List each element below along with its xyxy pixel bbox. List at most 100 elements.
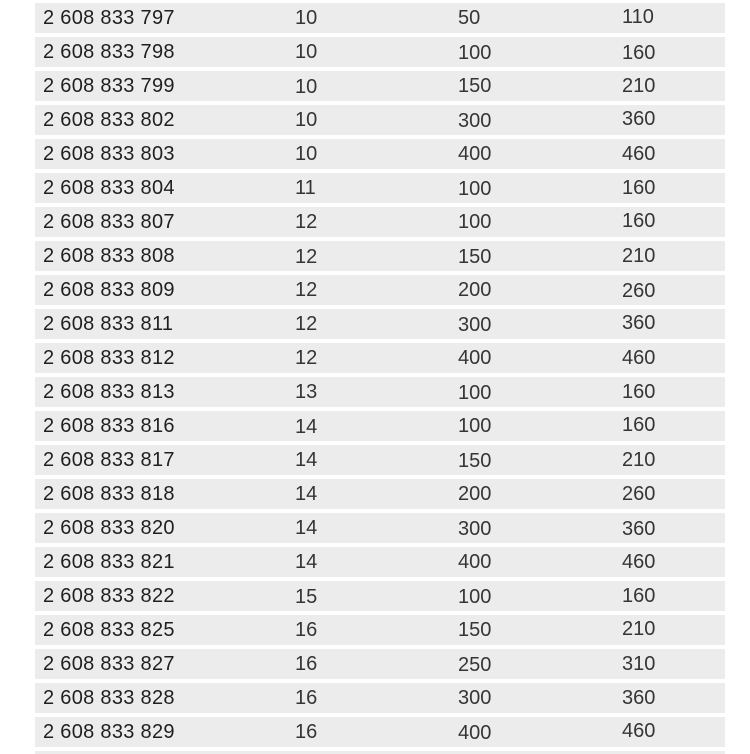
part-number-cell: 2 608 833 827	[43, 652, 175, 675]
value-cell: 300	[458, 517, 492, 540]
part-number-cell: 2 608 833 817	[43, 448, 175, 471]
part-number-cell: 2 608 833 798	[43, 40, 175, 63]
value-cell: 10	[295, 75, 318, 98]
part-number-cell: 2 608 833 820	[43, 516, 175, 539]
value-cell: 160	[622, 413, 656, 436]
value-cell: 460	[622, 719, 656, 742]
value-cell: 14	[295, 415, 318, 438]
value-cell: 200	[458, 278, 492, 301]
part-number-cell: 2 608 833 808	[43, 244, 175, 267]
value-cell: 10	[295, 108, 318, 131]
value-cell: 360	[622, 311, 656, 334]
value-cell: 100	[458, 585, 492, 608]
table-row: 2 608 833 821 14 400 460	[35, 547, 725, 577]
part-number-cell: 2 608 833 804	[43, 176, 175, 199]
table-row: 2 608 833 829 16 400 460	[35, 717, 725, 747]
value-cell: 16	[295, 618, 318, 641]
value-cell: 400	[458, 721, 492, 744]
part-number-cell: 2 608 833 802	[43, 108, 175, 131]
value-cell: 200	[458, 482, 492, 505]
table-row: 2 608 833 822 15 100 160	[35, 581, 725, 611]
table-row: 2 608 833 799 10 150 210	[35, 71, 725, 101]
value-cell: 15	[295, 585, 318, 608]
table-row: 2 608 833 802 10 300 360	[35, 105, 725, 135]
part-number-cell: 2 608 833 828	[43, 686, 175, 709]
value-cell: 150	[458, 74, 492, 97]
value-cell: 300	[458, 313, 492, 336]
part-number-cell: 2 608 833 822	[43, 584, 175, 607]
table-row: 2 608 833 818 14 200 260	[35, 479, 725, 509]
value-cell: 210	[622, 617, 656, 640]
table-row: 2 608 833 828 16 300 360	[35, 683, 725, 713]
value-cell: 360	[622, 517, 656, 540]
value-cell: 210	[622, 448, 656, 471]
value-cell: 300	[458, 686, 492, 709]
value-cell: 100	[458, 381, 492, 404]
table-row: 2 608 833 809 12 200 260	[35, 275, 725, 305]
value-cell: 12	[295, 210, 318, 233]
value-cell: 16	[295, 686, 318, 709]
value-cell: 12	[295, 312, 318, 335]
value-cell: 100	[458, 41, 492, 64]
value-cell: 400	[458, 142, 492, 165]
value-cell: 210	[622, 74, 656, 97]
value-cell: 400	[458, 346, 492, 369]
value-cell: 160	[622, 584, 656, 607]
part-number-cell: 2 608 833 829	[43, 720, 175, 743]
parts-table: 2 608 833 797 10 50 110 2 608 833 798 10 100 16…	[35, 3, 725, 751]
value-cell: 10	[295, 40, 318, 63]
value-cell: 100	[458, 177, 492, 200]
value-cell: 16	[295, 720, 318, 743]
value-cell: 150	[458, 618, 492, 641]
value-cell: 250	[458, 653, 492, 676]
value-cell: 10	[295, 142, 318, 165]
value-cell: 160	[622, 209, 656, 232]
value-cell: 10	[295, 6, 318, 29]
table-row: 2 608 833 817 14 150 210	[35, 445, 725, 475]
value-cell: 12	[295, 346, 318, 369]
part-number-cell: 2 608 833 816	[43, 414, 175, 437]
table-row: 2 608 833 813 13 100 160	[35, 377, 725, 407]
part-number-cell: 2 608 833 821	[43, 550, 175, 573]
part-number-cell: 2 608 833 809	[43, 278, 175, 301]
table-row: 2 608 833 812 12 400 460	[35, 343, 725, 373]
value-cell: 160	[622, 41, 656, 64]
table-row: 2 608 833 827 16 250 310	[35, 649, 725, 679]
value-cell: 11	[295, 176, 316, 199]
table-row: 2 608 833 820 14 300 360	[35, 513, 725, 543]
part-number-cell: 2 608 833 811	[43, 312, 174, 335]
part-number-cell: 2 608 833 803	[43, 142, 175, 165]
table-row: 2 608 833 803 10 400 460	[35, 139, 725, 169]
value-cell: 460	[622, 550, 656, 573]
value-cell: 310	[622, 652, 656, 675]
value-cell: 14	[295, 448, 318, 471]
value-cell: 460	[622, 346, 656, 369]
value-cell: 460	[622, 142, 656, 165]
table-row: 2 608 833 816 14 100 160	[35, 411, 725, 441]
value-cell: 16	[295, 652, 318, 675]
value-cell: 110	[622, 5, 654, 28]
table-row: 2 608 833 798 10 100 160	[35, 37, 725, 67]
value-cell: 50	[458, 6, 481, 29]
value-cell: 12	[295, 245, 318, 268]
value-cell: 100	[458, 414, 492, 437]
value-cell: 360	[622, 107, 656, 130]
value-cell: 260	[622, 482, 656, 505]
value-cell: 12	[295, 278, 318, 301]
value-cell: 14	[295, 550, 318, 573]
value-cell: 150	[458, 449, 492, 472]
part-number-cell: 2 608 833 813	[43, 380, 175, 403]
table-row: 2 608 833 807 12 100 160	[35, 207, 725, 237]
table-row: 2 608 833 808 12 150 210	[35, 241, 725, 271]
table-row: 2 608 833 797 10 50 110	[35, 3, 725, 33]
part-number-cell: 2 608 833 812	[43, 346, 175, 369]
value-cell: 160	[622, 380, 656, 403]
table-row: 2 608 833 811 12 300 360	[35, 309, 725, 339]
value-cell: 400	[458, 550, 492, 573]
value-cell: 100	[458, 210, 492, 233]
part-number-cell: 2 608 833 818	[43, 482, 175, 505]
value-cell: 300	[458, 109, 492, 132]
partial-next-row	[35, 751, 725, 754]
value-cell: 150	[458, 245, 492, 268]
